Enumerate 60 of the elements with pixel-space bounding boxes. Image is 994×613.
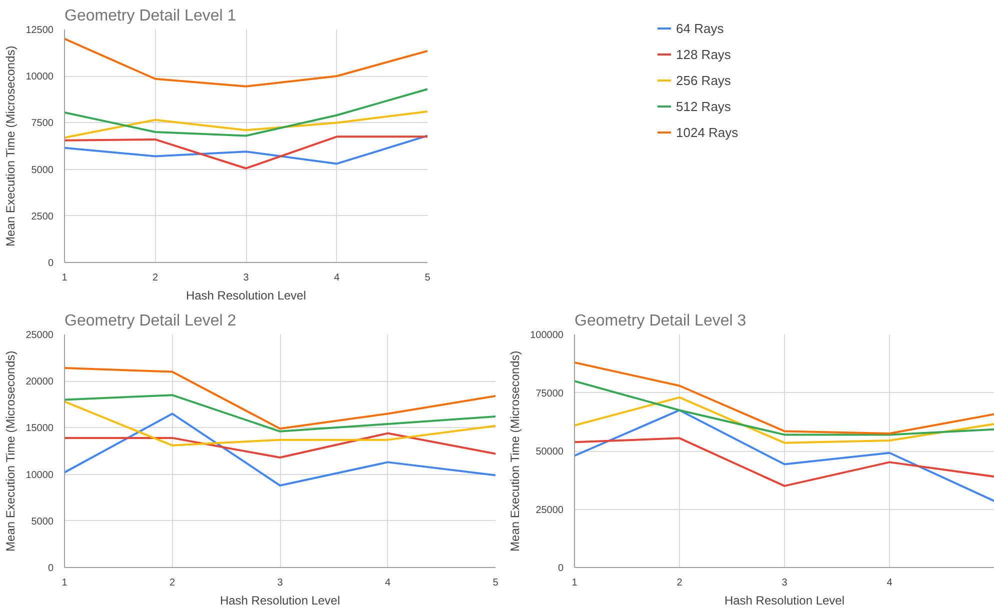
- y-tick-label: 2500: [31, 211, 54, 222]
- x-tick-label: 4: [886, 578, 893, 588]
- y-tick-label: 25000: [26, 330, 54, 341]
- x-tick-label: 3: [243, 272, 250, 284]
- y-tick-label: 7500: [31, 118, 54, 130]
- y-axis-title: Mean Execution Time (Microseconds): [4, 46, 18, 246]
- y-tick-label: 5000: [31, 164, 54, 176]
- x-tick-label: 3: [277, 578, 284, 588]
- y-tick-label: 10000: [26, 72, 54, 83]
- legend-label: 1024 Rays: [676, 124, 738, 140]
- y-tick-label: 50000: [536, 446, 564, 458]
- y-tick-label: 0: [48, 563, 54, 574]
- chart-title: Geometry Detail Level 3: [574, 312, 746, 330]
- line-series: [574, 409, 994, 502]
- y-tick-label: 0: [558, 563, 564, 574]
- x-tick-label: 1: [572, 578, 578, 588]
- x-tick-label: 5: [424, 272, 431, 284]
- line-series: [574, 380, 994, 436]
- x-tick-label: 2: [152, 272, 158, 284]
- x-tick-label: 3: [782, 578, 788, 588]
- y-axis-title: Mean Execution Time (Microseconds): [508, 350, 522, 552]
- line-series: [64, 110, 428, 139]
- y-tick-label: 12500: [26, 25, 54, 36]
- chart-title: Geometry Detail Level 2: [64, 312, 236, 330]
- x-tick-label: 2: [169, 578, 176, 588]
- y-axis-title: Mean Execution Time (Microseconds): [4, 350, 18, 552]
- y-tick-label: 20000: [26, 376, 54, 388]
- y-tick-label: 25000: [536, 504, 564, 516]
- line-series: [64, 367, 496, 430]
- legend-label: 256 Rays: [676, 72, 731, 88]
- line-series: [574, 396, 994, 444]
- line-series: [64, 400, 496, 446]
- legend-label: 64 Rays: [676, 20, 724, 36]
- line-series: [64, 394, 496, 432]
- line-series: [64, 38, 428, 88]
- y-tick-label: 0: [48, 258, 54, 269]
- x-tick-label: 5: [492, 578, 499, 588]
- line-series: [574, 437, 994, 487]
- x-tick-label: 4: [384, 578, 391, 588]
- line-series: [64, 136, 428, 170]
- y-tick-label: 10000: [26, 470, 54, 481]
- legend-label: 128 Rays: [676, 46, 731, 62]
- x-axis-title: Hash Resolution Level: [186, 288, 306, 302]
- x-tick-label: 2: [676, 578, 683, 588]
- legend-label: 512 Rays: [676, 98, 731, 114]
- x-tick-label: 1: [62, 272, 68, 284]
- line-series: [64, 134, 428, 165]
- y-tick-label: 75000: [536, 388, 564, 400]
- y-tick-label: 15000: [26, 423, 54, 434]
- line-series: [64, 412, 496, 486]
- line-series: [574, 361, 994, 435]
- x-tick-label: 4: [334, 272, 340, 284]
- chart-title: Geometry Detail Level 1: [64, 8, 236, 24]
- line-series: [64, 432, 496, 459]
- x-tick-label: 1: [62, 578, 68, 588]
- y-tick-label: 100000: [530, 330, 564, 341]
- line-series: [64, 88, 428, 137]
- x-axis-title: Hash Resolution Level: [724, 594, 845, 608]
- x-axis-title: Hash Resolution Level: [220, 594, 340, 608]
- y-tick-label: 5000: [31, 516, 54, 528]
